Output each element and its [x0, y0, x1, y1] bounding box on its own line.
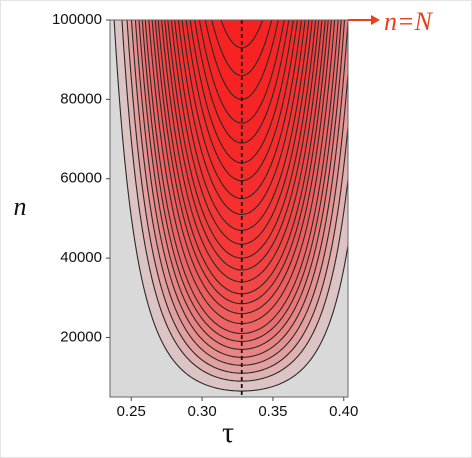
- x-axis-label: τ: [222, 416, 234, 449]
- contour-line: [164, 20, 320, 271]
- annotation: n=N: [384, 7, 434, 36]
- contour-line: [185, 20, 298, 182]
- contour-fill: [148, 20, 335, 324]
- contour-line: [211, 20, 273, 77]
- contour-line: [198, 20, 285, 124]
- y-tick-label: 40000: [60, 249, 102, 266]
- contour-line: [144, 20, 339, 335]
- y-axis-label: n: [14, 192, 27, 221]
- x-tick-label: 0.40: [329, 403, 358, 420]
- plot-area: [110, 20, 348, 397]
- y-tick-label: 60000: [60, 170, 102, 187]
- y-tick-label: 20000: [60, 328, 102, 345]
- contour-fill: [152, 20, 332, 314]
- y-tick-label: 80000: [60, 90, 102, 107]
- annotation-arrowhead: [371, 15, 380, 25]
- contour-fill: [127, 20, 348, 374]
- contour-fill: [164, 20, 319, 271]
- plot-border: [109, 19, 349, 398]
- contour-line: [194, 20, 290, 144]
- contour-line: [151, 20, 332, 315]
- contour-fill: [194, 20, 289, 144]
- contour-fill: [182, 20, 302, 199]
- x-tick-label: 0.25: [117, 403, 146, 420]
- y-tick-label: 100000: [52, 11, 102, 28]
- x-tick-label: 0.30: [187, 403, 216, 420]
- contour-fill: [131, 20, 348, 366]
- contour-line: [141, 20, 342, 342]
- contour-fill: [205, 20, 279, 100]
- x-tick-label: 0.35: [258, 403, 287, 420]
- contour-line: [121, 20, 348, 382]
- contour-line: [220, 20, 264, 49]
- contour-line: [177, 20, 306, 216]
